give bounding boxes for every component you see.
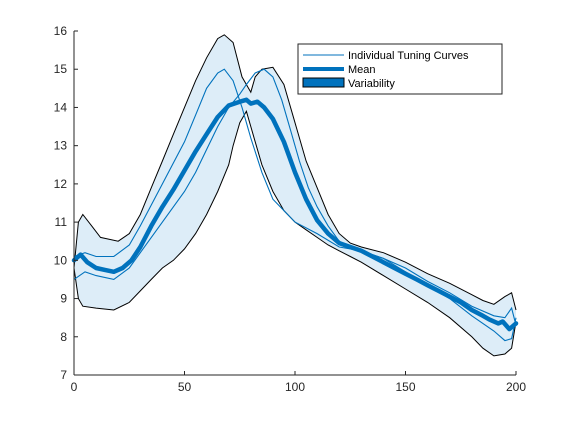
y-tick-label-8: 8: [60, 330, 67, 344]
x-tick-label-150: 150: [395, 380, 415, 394]
y-tick-label-13: 13: [54, 139, 68, 153]
individual-curve-1: [73, 68, 517, 326]
legend-label-individual: Individual Tuning Curves: [348, 50, 469, 62]
y-tick-label-15: 15: [54, 62, 68, 76]
mean-curve: [71, 97, 519, 332]
plot-area: [71, 34, 519, 357]
y-tick-label-12: 12: [54, 177, 68, 191]
y-tick-label-9: 9: [60, 292, 67, 306]
legend-label-variability: Variability: [348, 78, 395, 90]
x-tick-label-50: 50: [178, 380, 192, 394]
axes: 0 50 100 150 200 7 8 9 10 11 12 13 14 15 16: [54, 24, 527, 394]
y-tick-label-10: 10: [54, 253, 68, 267]
legend-label-mean: Mean: [348, 64, 376, 76]
variability-lower-edge: [73, 110, 517, 357]
y-tick-label-7: 7: [60, 368, 67, 382]
x-tick-label-100: 100: [285, 380, 305, 394]
legend-swatch-variability: [302, 77, 345, 88]
y-tick-label-14: 14: [54, 100, 68, 114]
x-tick-label-0: 0: [71, 380, 78, 394]
y-tick-label-11: 11: [55, 215, 68, 229]
legend: Individual Tuning Curves Mean Variabilit…: [297, 43, 503, 95]
y-tick-label-16: 16: [54, 24, 68, 38]
x-tick-label-200: 200: [506, 380, 526, 394]
variability-upper-edge: [73, 34, 517, 311]
